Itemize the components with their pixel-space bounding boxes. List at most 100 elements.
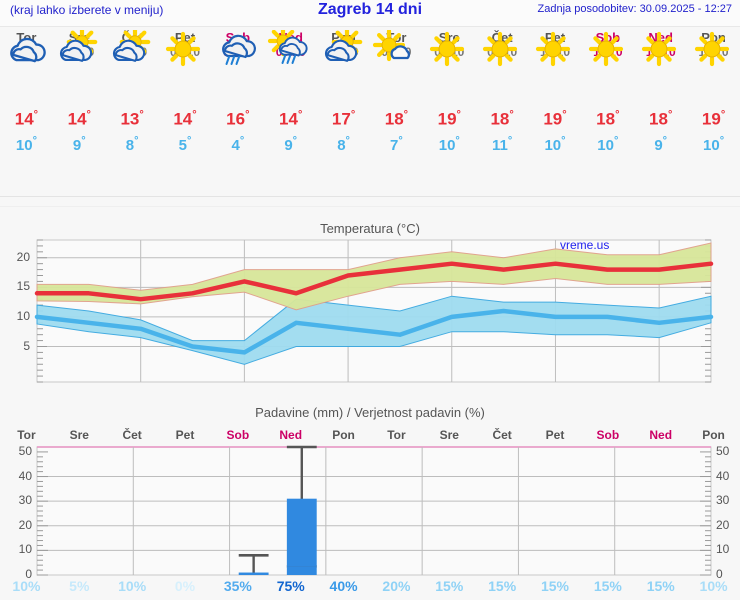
- last-update-label: Zadnja posodobitev: 30.09.2025 - 12:27: [537, 3, 732, 15]
- precip-probability-label: 15%: [435, 578, 464, 594]
- precipitation-chart-title: Padavine (mm) / Verjetnost padavin (%): [255, 405, 485, 420]
- precip-day-label: Sre: [69, 428, 89, 442]
- max-temperature: 18°: [596, 109, 620, 129]
- cloudy-icon: [0, 37, 52, 104]
- precip-day-label: Tor: [387, 428, 406, 442]
- min-temperature: 8°: [125, 134, 139, 154]
- day-column-06.10[interactable]: Pon06.1017°8°: [318, 30, 370, 156]
- precip-day-label: Pet: [175, 428, 195, 442]
- axis-tick-label: 20: [16, 249, 30, 264]
- section-divider-bottom: [0, 206, 740, 207]
- min-temperature: 9°: [654, 134, 668, 154]
- sunny-icon: [529, 31, 581, 104]
- precip-probability-label: 15%: [646, 578, 675, 594]
- precip-day-label: Ned: [279, 428, 303, 442]
- axis-tick-label: 30: [18, 493, 32, 508]
- max-temperature: 13°: [120, 109, 144, 129]
- sunny-icon: [159, 31, 211, 104]
- min-temperature: 10°: [703, 134, 725, 154]
- axis-tick-label: 10: [16, 308, 30, 323]
- temp-min-line: [34, 308, 714, 355]
- sunny-icon: [635, 31, 687, 104]
- precip-probability-label: 20%: [382, 578, 411, 594]
- day-column-11.10[interactable]: Sob11.1018°10°: [582, 30, 634, 156]
- max-temperature: 14°: [279, 109, 303, 129]
- precip-day-label: Pet: [545, 428, 565, 442]
- daily-forecast-strip: Tor30.0914°10°Sre01.1014°9°Čet02.1013°8°…: [0, 30, 740, 170]
- day-column-02.10[interactable]: Čet02.1013°8°: [106, 30, 158, 156]
- max-temperature: 18°: [490, 109, 514, 129]
- min-temperature: 9°: [72, 134, 86, 154]
- sunny-icon: [688, 31, 740, 104]
- axis-tick-label: 50: [716, 443, 730, 458]
- axis-tick-label: 10: [716, 542, 730, 557]
- min-temperature: 5°: [178, 134, 192, 154]
- precip-probability-label: 10%: [118, 578, 147, 594]
- max-temperature: 17°: [331, 109, 356, 129]
- max-temperature: 14°: [173, 109, 197, 129]
- max-temperature: 19°: [543, 109, 567, 129]
- precip-probability-label: 5%: [69, 578, 90, 594]
- precip-day-label: Ned: [649, 428, 673, 442]
- min-temperature: 10°: [438, 134, 460, 154]
- sunny-icon: [476, 31, 528, 104]
- axis-tick-label: 50: [18, 443, 32, 458]
- precip-day-label: Čet: [122, 428, 142, 442]
- precip-probability-label: 15%: [593, 578, 622, 594]
- day-column-12.10[interactable]: Ned12.1018°9°: [635, 30, 687, 156]
- watermark-label: vreme.us: [560, 238, 610, 252]
- axis-tick-label: 40: [716, 468, 730, 483]
- min-temperature: 10°: [15, 134, 37, 154]
- day-column-08.10[interactable]: Sre08.1019°10°: [423, 30, 475, 156]
- max-temperature: 16°: [226, 109, 250, 129]
- max-temperature: 19°: [701, 109, 726, 129]
- precip-probability-label: 0%: [174, 578, 196, 594]
- axis-tick-label: 40: [18, 468, 32, 483]
- precip-probability-label: 40%: [329, 578, 358, 594]
- page-title: Zagreb 14 dni: [317, 1, 423, 18]
- precip-day-label: Sob: [596, 428, 620, 442]
- precip-probability-label: 10%: [699, 578, 728, 594]
- axis-tick-label: 30: [716, 493, 730, 508]
- temp-max-band: [36, 242, 712, 311]
- precip-probability-label: 35%: [223, 578, 252, 594]
- day-column-07.10[interactable]: Tor07.1018°7°: [370, 30, 422, 156]
- sunny-icon: [582, 31, 634, 104]
- section-divider-top: [0, 196, 740, 197]
- axis-tick-label: 5: [23, 338, 30, 353]
- axis-tick-label: 15: [16, 279, 30, 294]
- precip-bar: [286, 498, 317, 567]
- axis-tick-label: 0: [25, 567, 32, 581]
- precip-day-label: Sob: [226, 428, 250, 442]
- max-temperature: 19°: [437, 109, 461, 129]
- min-temperature: 9°: [284, 134, 298, 154]
- day-column-01.10[interactable]: Sre01.1014°9°: [53, 30, 105, 156]
- precip-probability-label: 75%: [276, 578, 305, 594]
- precip-probability-label: 15%: [540, 578, 570, 594]
- day-column-09.10[interactable]: Čet09.1018°11°: [476, 30, 528, 156]
- precip-probability-label: 10%: [12, 578, 41, 594]
- min-temperature: 4°: [231, 134, 245, 154]
- sun-rain-icon: [265, 30, 317, 104]
- max-temperature: 18°: [649, 109, 673, 129]
- max-temperature: 18°: [384, 109, 409, 129]
- precip-day-label: Pon: [702, 428, 725, 442]
- precip-day-label: Sre: [439, 428, 459, 442]
- day-column-13.10[interactable]: Pon13.1019°10°: [688, 30, 740, 156]
- partly-sunny-icon: [318, 30, 370, 104]
- axis-tick-label: 20: [18, 517, 32, 532]
- partly-sunny-icon: [53, 30, 105, 104]
- axis-tick-label: 10: [18, 542, 32, 557]
- precip-probability-label: 15%: [488, 578, 517, 594]
- day-column-03.10[interactable]: Pet03.1014°5°: [159, 30, 211, 156]
- day-column-30.09[interactable]: Tor30.0914°10°: [0, 30, 52, 156]
- day-column-05.10[interactable]: Ned05.1014°9°: [265, 30, 317, 156]
- precip-day-label: Tor: [17, 428, 36, 442]
- min-temperature: 7°: [390, 134, 403, 154]
- precip-plot-area: [36, 446, 712, 576]
- min-temperature: 10°: [597, 134, 619, 154]
- day-column-10.10[interactable]: Pet10.1019°10°: [529, 30, 581, 156]
- day-column-04.10[interactable]: Sob04.1016°4°: [212, 30, 264, 156]
- axis-tick-label: 20: [716, 517, 730, 532]
